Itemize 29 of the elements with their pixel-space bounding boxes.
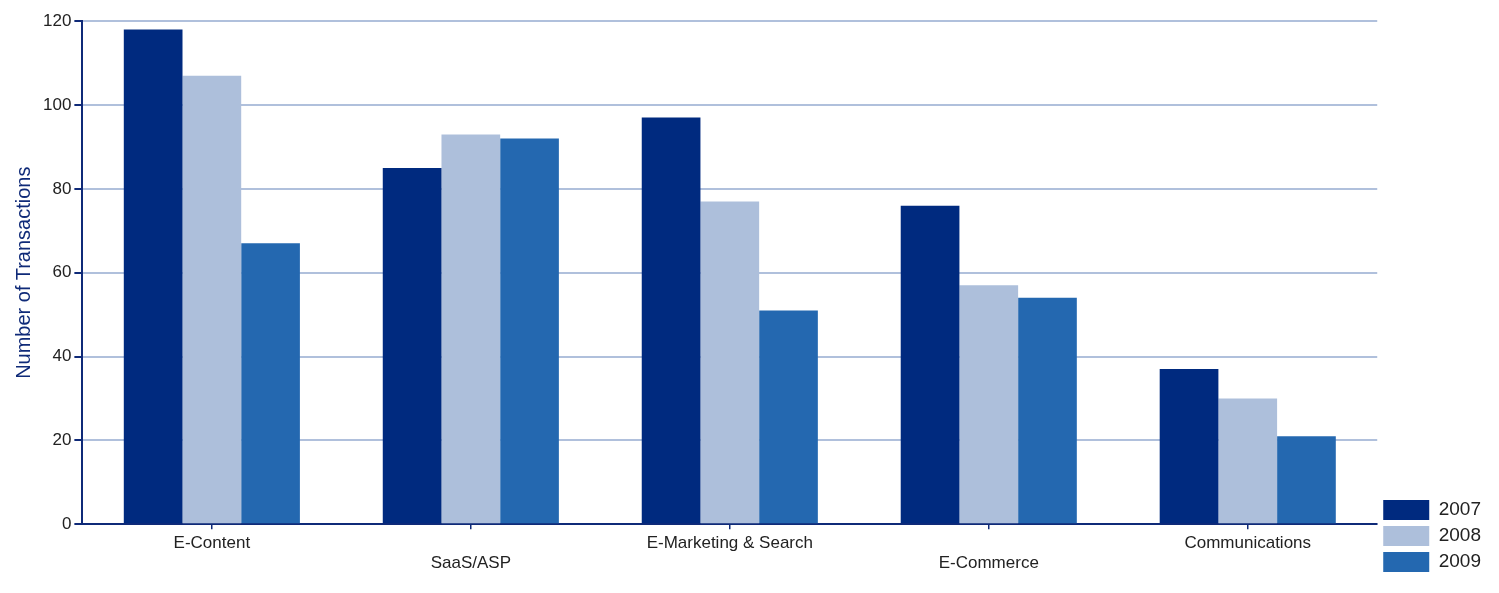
bar [1018, 297, 1077, 524]
legend-label: 2009 [1438, 550, 1482, 572]
legend-label: 2008 [1438, 524, 1482, 546]
bar [441, 134, 501, 524]
y-tick-label: 120 [42, 10, 72, 30]
x-tick-label: E-Commerce [938, 553, 1039, 573]
x-tick-label: Communications [1184, 533, 1312, 553]
bar [500, 138, 559, 524]
bar [241, 243, 300, 524]
bar [382, 167, 442, 524]
bar [759, 310, 818, 524]
bar [1277, 436, 1336, 524]
x-tick-label: E-Marketing & Search [646, 533, 813, 553]
y-tick-label: 20 [52, 430, 72, 450]
x-tick-label: SaaS/ASP [430, 553, 511, 573]
bar [641, 117, 701, 524]
y-tick-label: 0 [61, 513, 72, 533]
bar [900, 205, 960, 524]
bar [123, 29, 183, 524]
y-tick-label: 100 [42, 94, 72, 114]
bar [959, 285, 1019, 524]
bar [1218, 398, 1278, 524]
y-tick-label: 40 [52, 346, 72, 366]
bar [1159, 369, 1219, 524]
x-tick-label: E-Content [173, 533, 251, 553]
y-tick-label: 80 [52, 178, 72, 198]
legend-label: 2007 [1438, 498, 1482, 520]
y-axis-title: Number of Transactions [11, 166, 34, 379]
y-tick-label: 60 [52, 262, 72, 282]
